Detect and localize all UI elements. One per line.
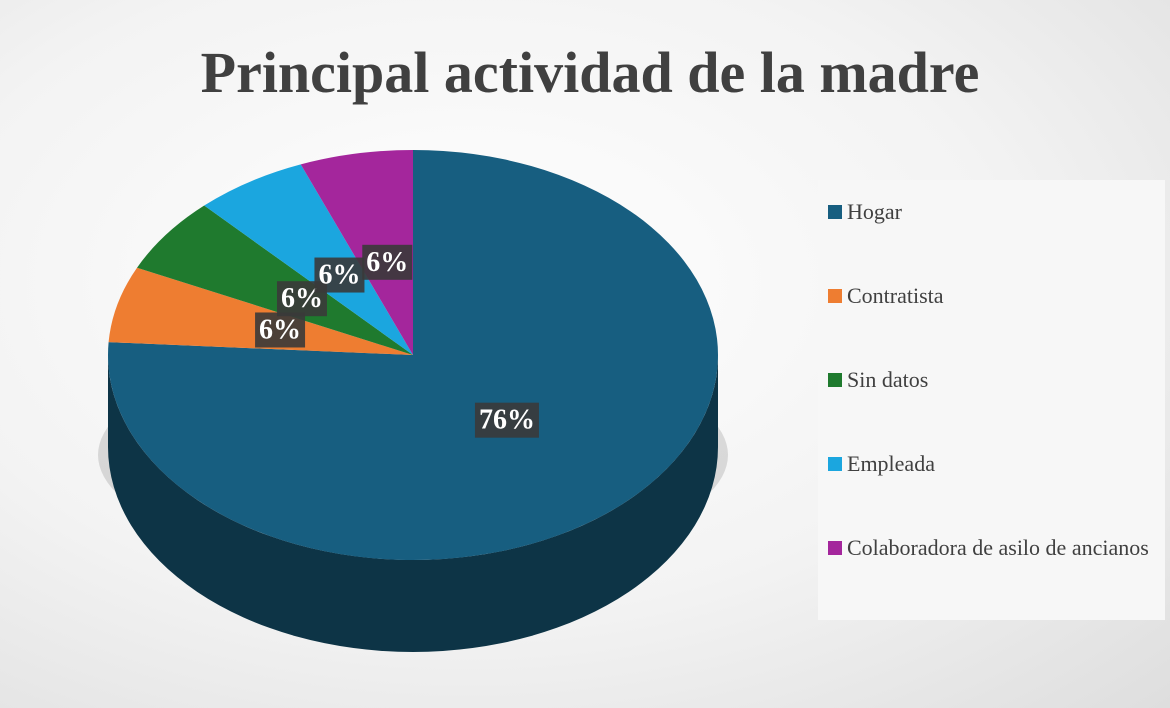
data-label-box xyxy=(474,402,539,438)
data-label-group: 6% xyxy=(314,257,365,293)
legend-label: Contratista xyxy=(847,283,944,308)
legend-label: Colaboradora de asilo de ancianos xyxy=(847,535,1149,560)
data-label-box xyxy=(314,257,365,293)
legend-item: Contratista xyxy=(828,282,1157,366)
data-label: 6% xyxy=(366,247,408,278)
data-label: 6% xyxy=(259,314,301,345)
data-label: 6% xyxy=(318,260,360,291)
legend-label: Sin datos xyxy=(847,367,929,392)
legend-swatch xyxy=(828,541,842,555)
pie-slice xyxy=(108,267,414,355)
legend-swatch xyxy=(828,373,842,387)
data-label-box xyxy=(362,244,413,280)
data-label-group: 6% xyxy=(255,312,306,348)
legend-item: Empleada xyxy=(828,450,1157,534)
legend-item: Sin datos xyxy=(828,366,1157,450)
pie-slice xyxy=(300,150,413,355)
legend-swatch xyxy=(828,289,842,303)
data-label-group: 6% xyxy=(276,281,327,317)
legend-swatch xyxy=(828,205,842,219)
legend-label: Hogar xyxy=(847,199,902,224)
legend-swatch xyxy=(828,457,842,471)
pie-slice xyxy=(108,150,719,560)
legend-item: Colaboradora de asilo de ancianos xyxy=(828,534,1157,618)
chart-title: Principal actividad de la madre xyxy=(201,40,980,105)
pie-slice xyxy=(204,164,413,355)
data-label: 76% xyxy=(479,405,535,436)
pie-side xyxy=(108,355,718,652)
data-label-group: 76% xyxy=(474,402,539,438)
legend-label: Empleada xyxy=(847,451,935,476)
data-label-group: 6% xyxy=(362,244,413,280)
pie-slice xyxy=(137,205,413,355)
data-label-box xyxy=(255,312,306,348)
legend-item: Hogar xyxy=(828,198,1157,282)
legend: Hogar Contratista Sin datos Empleada Colabor… xyxy=(818,180,1165,620)
